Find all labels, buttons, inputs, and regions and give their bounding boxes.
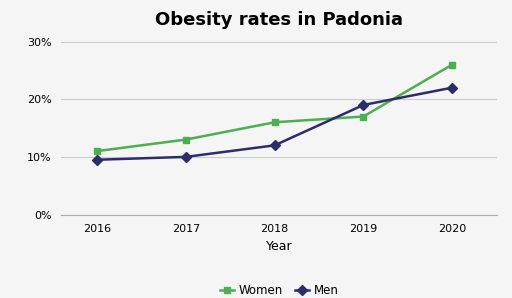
Men bbox=[183, 155, 189, 159]
Women bbox=[94, 149, 100, 153]
Men bbox=[360, 103, 367, 107]
Line: Men: Men bbox=[94, 84, 456, 163]
Men bbox=[271, 144, 278, 147]
Legend: Women, Men: Women, Men bbox=[215, 279, 343, 298]
Men bbox=[449, 86, 455, 89]
Line: Women: Women bbox=[94, 61, 456, 155]
Women bbox=[183, 138, 189, 141]
Title: Obesity rates in Padonia: Obesity rates in Padonia bbox=[155, 11, 403, 29]
Women bbox=[449, 63, 455, 66]
Women bbox=[360, 115, 367, 118]
Women bbox=[271, 120, 278, 124]
X-axis label: Year: Year bbox=[266, 240, 292, 253]
Men bbox=[94, 158, 100, 162]
